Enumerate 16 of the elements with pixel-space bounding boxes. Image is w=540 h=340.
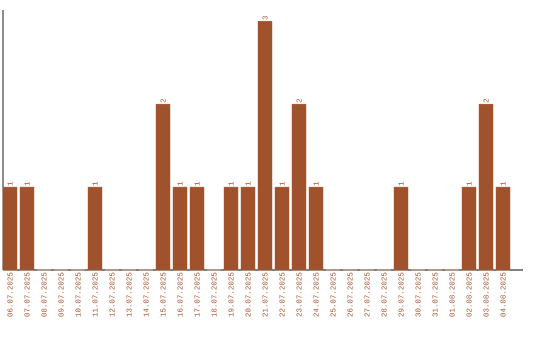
bar [88, 186, 102, 270]
bar [258, 20, 272, 270]
bar [224, 186, 238, 270]
bar [240, 186, 256, 270]
bar [292, 104, 306, 270]
bar [274, 186, 290, 270]
bar [478, 104, 494, 270]
bar [172, 186, 188, 270]
bar [2, 186, 18, 270]
bar [20, 186, 34, 270]
bar [496, 186, 510, 270]
bar [190, 186, 204, 270]
bar [394, 186, 408, 270]
bar [156, 104, 170, 270]
bar [462, 186, 476, 270]
bar [308, 186, 324, 270]
